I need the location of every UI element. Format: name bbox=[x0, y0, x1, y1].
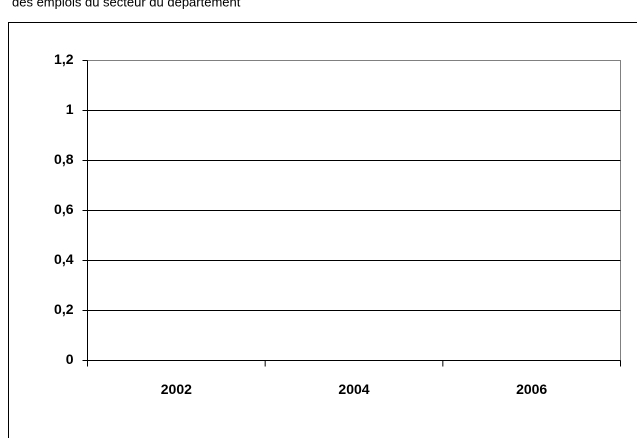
x-tick-label: 2006 bbox=[516, 381, 547, 397]
chart-title: des emplois du secteur du département bbox=[12, 0, 241, 9]
y-tick-label: 0,4 bbox=[54, 251, 74, 267]
x-tick-label: 2004 bbox=[338, 381, 369, 397]
y-tick-label: 1 bbox=[66, 101, 74, 117]
y-tick-label: 0,8 bbox=[54, 151, 74, 167]
y-tick-label: 0,6 bbox=[54, 201, 74, 217]
y-tick-label: 0,2 bbox=[54, 301, 74, 317]
y-tick-label: 0 bbox=[66, 351, 74, 367]
x-tick-label: 2002 bbox=[161, 381, 192, 397]
y-tick-label: 1,2 bbox=[54, 51, 74, 67]
